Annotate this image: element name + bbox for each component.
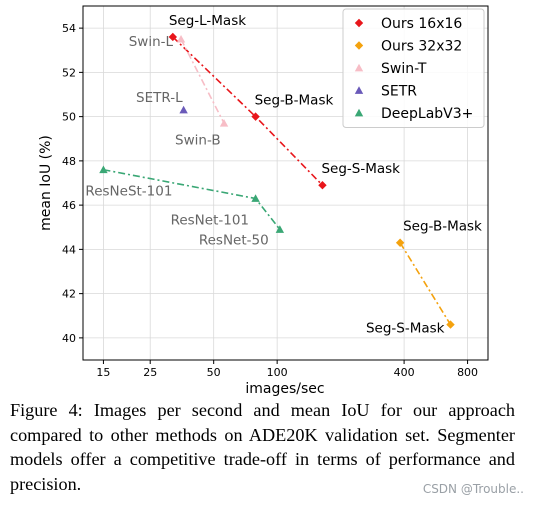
- data-point: [251, 112, 260, 121]
- data-point: [275, 225, 285, 233]
- legend-entry: Ours 16x16: [381, 16, 462, 32]
- legend-marker: [354, 108, 364, 117]
- x-axis-ticks: 15 25 50 100 400 800: [96, 360, 478, 379]
- y-axis-label: mean IoU (%): [38, 135, 54, 231]
- figure-caption: Figure 4: Images per second and mean IoU…: [10, 400, 515, 494]
- data-point: [168, 32, 178, 42]
- x-tick-label: 15: [96, 366, 110, 379]
- watermark: CSDN @Trouble..: [422, 482, 524, 496]
- data-point: [179, 105, 188, 114]
- legend-entry: Swin-T: [381, 61, 427, 77]
- data-point: [446, 320, 455, 329]
- point-label: ResNeSt-101: [85, 184, 172, 200]
- y-tick-label: 52: [62, 66, 76, 79]
- legend-entry: Ours 32x32: [381, 39, 462, 55]
- x-tick-label: 100: [267, 366, 288, 379]
- data-point: [395, 238, 405, 247]
- y-tick-label: 42: [62, 288, 76, 301]
- x-tick-label: 50: [207, 366, 221, 379]
- data-point: [251, 194, 260, 202]
- y-tick-label: 40: [62, 332, 76, 345]
- point-label: Seg-S-Mask: [321, 161, 400, 177]
- point-label: Seg-B-Mask: [255, 93, 334, 109]
- x-tick-label: 400: [394, 366, 415, 379]
- data-point: [176, 34, 186, 43]
- y-axis-ticks: 40 42 44 46 48 50 52 54: [62, 22, 83, 345]
- point-label: Seg-B-Mask: [403, 219, 482, 235]
- x-tick-label: 800: [457, 366, 478, 379]
- data-point: [219, 119, 229, 127]
- series-line: [172, 36, 324, 186]
- point-label: SETR-L: [136, 90, 183, 106]
- y-tick-label: 54: [62, 22, 76, 35]
- point-label: Seg-S-Mask: [366, 321, 445, 337]
- point-label: ResNet-50: [199, 232, 269, 248]
- legend-marker: [354, 18, 364, 28]
- legend-marker: [354, 86, 364, 94]
- y-tick-label: 50: [62, 111, 76, 124]
- scatter-chart: Seg-L-Mask Seg-B-Mask Seg-S-Mask Seg-B-Mask…: [38, 5, 489, 397]
- legend: Ours 16x16 Ours 32x32 Swin-T SETR DeepLabV3+: [342, 8, 485, 128]
- point-label: Seg-L-Mask: [169, 13, 246, 29]
- plot-frame: [82, 5, 489, 361]
- data-markers: [99, 32, 455, 329]
- data-point: [318, 181, 327, 190]
- point-label: Swin-L: [129, 34, 174, 50]
- y-tick-label: 44: [62, 243, 76, 256]
- point-labels: Seg-L-Mask Seg-B-Mask Seg-S-Mask Seg-B-Mask…: [85, 13, 482, 337]
- x-axis-label: images/sec: [245, 381, 324, 397]
- point-label: Swin-B: [175, 132, 221, 148]
- series-line: [180, 38, 225, 124]
- legend-box: [342, 8, 485, 128]
- legend-marker: [354, 41, 364, 50]
- point-label: ResNet-101: [171, 212, 249, 228]
- x-tick-label: 25: [143, 366, 157, 379]
- series-line: [399, 242, 452, 326]
- legend-entry: DeepLabV3+: [381, 106, 473, 122]
- y-tick-label: 48: [62, 155, 76, 168]
- legend-entry: SETR: [381, 84, 417, 100]
- y-tick-label: 46: [62, 199, 76, 212]
- legend-marker: [354, 63, 364, 72]
- data-point: [99, 165, 108, 174]
